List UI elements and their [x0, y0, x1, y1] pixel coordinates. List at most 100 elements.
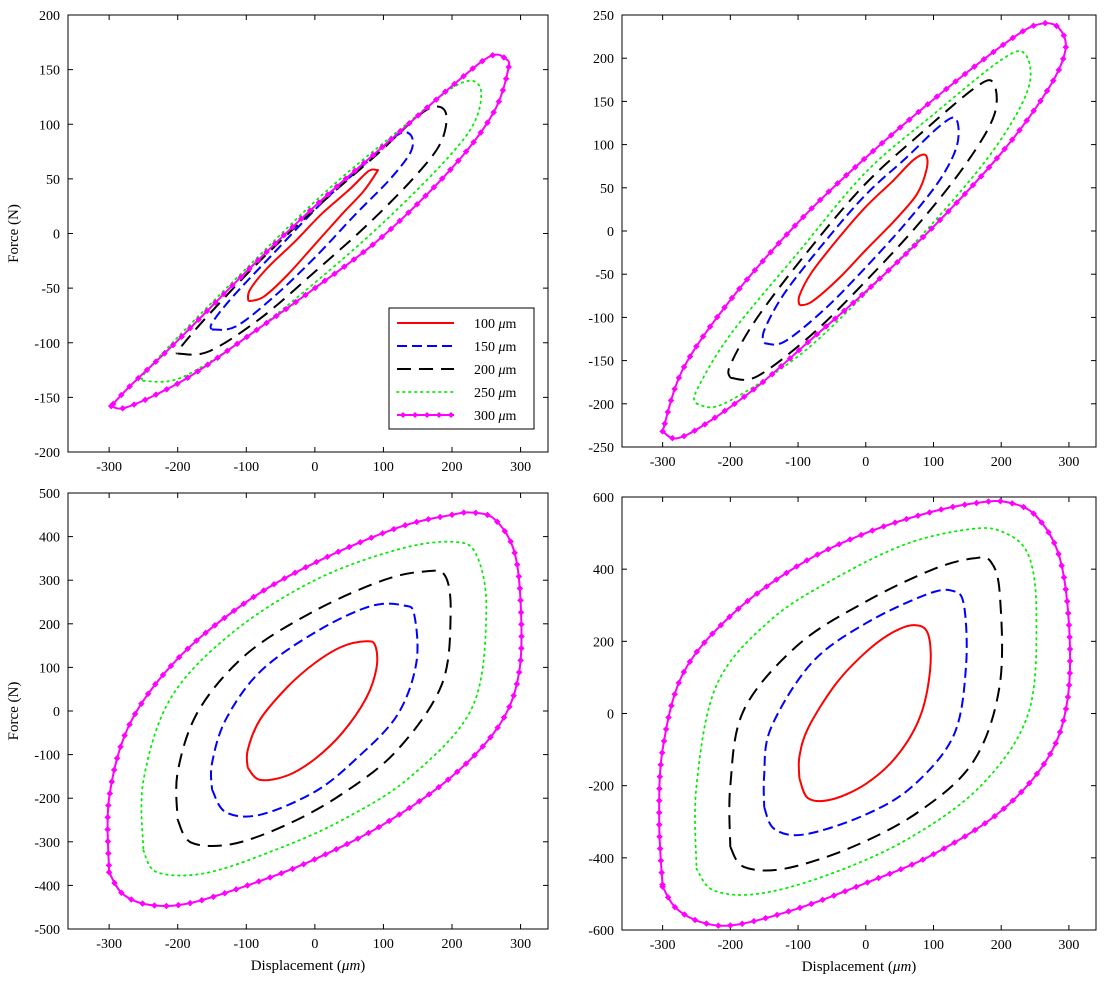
series-marker-300: [263, 248, 270, 256]
series-marker-300: [345, 543, 353, 551]
series-marker-300: [360, 248, 367, 256]
series-marker-300: [405, 209, 412, 216]
series-marker-300: [292, 298, 300, 306]
series-marker-300: [1019, 27, 1027, 35]
series-marker-300: [655, 821, 663, 829]
series-marker-300: [1025, 779, 1033, 787]
series-marker-300: [289, 865, 296, 873]
y-tick-label: 100: [39, 661, 60, 676]
y-tick-label: 0: [53, 705, 60, 720]
series-marker-300: [891, 519, 899, 527]
series-marker-300: [131, 710, 139, 718]
series-marker-300: [919, 233, 927, 241]
y-tick-label: -50: [595, 268, 614, 283]
series-marker-300: [105, 850, 112, 857]
series-marker-300: [144, 690, 152, 698]
series-marker-300: [803, 557, 811, 564]
y-tick-label: 150: [39, 64, 60, 79]
legend-marker: [424, 412, 430, 418]
series-marker-300: [816, 196, 824, 204]
series-marker-300: [291, 569, 299, 577]
series-marker-300: [659, 428, 666, 435]
series-marker-300: [451, 80, 458, 88]
series-marker-300: [985, 498, 992, 505]
y-tick-label: 400: [593, 563, 614, 578]
series-marker-300: [675, 374, 683, 382]
series-marker-300: [130, 401, 138, 408]
series-marker-300: [469, 65, 477, 72]
series-marker-300: [1055, 66, 1063, 74]
y-tick-label: -500: [34, 923, 60, 938]
series-marker-300: [240, 600, 248, 608]
series-marker-300: [472, 509, 480, 517]
series-marker-300: [430, 183, 438, 191]
x-tick-label: 100: [373, 937, 394, 952]
series-marker-300: [167, 662, 175, 670]
y-tick-label: -400: [588, 852, 614, 867]
y-tick-label: 100: [39, 118, 60, 133]
series-marker-300: [436, 513, 444, 521]
series-marker-300: [902, 250, 910, 258]
y-tick-label: -600: [588, 924, 614, 939]
series-marker-300: [793, 563, 800, 570]
series-marker-300: [830, 892, 838, 899]
x-tick-label: -300: [96, 460, 122, 475]
series-marker-300: [406, 804, 413, 812]
series-marker-300: [949, 503, 957, 511]
series-marker-300: [664, 408, 672, 416]
series-marker-300: [721, 304, 728, 311]
series-marker-300: [993, 154, 1001, 162]
y-tick-label: -200: [34, 446, 60, 461]
series-marker-300: [385, 817, 393, 825]
series-marker-300: [517, 645, 525, 652]
series-marker-300: [422, 192, 429, 200]
series-marker-300: [263, 319, 270, 327]
series-marker-300: [709, 630, 716, 638]
series-marker-300: [876, 275, 884, 282]
series-marker-300: [657, 857, 665, 864]
series-marker-300: [681, 911, 688, 918]
series-marker-300: [744, 597, 751, 605]
series-marker-300: [368, 534, 375, 542]
series-marker-300: [396, 127, 404, 135]
series-line-200: [175, 569, 452, 847]
legend-marker: [448, 412, 454, 418]
series-marker-300: [926, 509, 933, 516]
series-marker-300: [945, 208, 952, 215]
series-marker-300: [454, 157, 462, 165]
series-marker-300: [980, 55, 988, 63]
series-marker-300: [887, 131, 895, 139]
series-marker-300: [840, 307, 848, 315]
series-line-100: [246, 168, 379, 303]
legend-box: [388, 307, 535, 430]
series-marker-300: [253, 326, 261, 334]
series-marker-300: [903, 515, 910, 523]
series-marker-300: [106, 790, 114, 797]
series-marker-300: [313, 558, 320, 566]
series-marker-300: [656, 845, 664, 853]
series-marker-300: [971, 826, 979, 834]
series-marker-300: [933, 93, 941, 100]
series-line-150: [209, 602, 419, 818]
series-marker-300: [999, 41, 1007, 49]
series-marker-300: [272, 312, 280, 320]
series-marker-300: [518, 621, 525, 628]
series-marker-300: [1062, 585, 1070, 593]
series-marker-300: [460, 72, 467, 80]
series-marker-300: [282, 305, 290, 313]
series-marker-300: [759, 378, 767, 386]
x-tick-label: 300: [1058, 455, 1079, 470]
series-marker-300: [671, 385, 679, 393]
series-marker-300: [693, 343, 700, 350]
series-marker-300: [414, 112, 422, 119]
y-tick-label: 200: [39, 9, 60, 24]
series-marker-300: [851, 163, 859, 171]
series-marker-300: [423, 104, 431, 111]
series-marker-300: [875, 874, 882, 882]
axes-frame: [621, 14, 1097, 448]
series-marker-300: [390, 525, 398, 533]
series-marker-300: [212, 299, 219, 306]
series-marker-300: [1016, 126, 1023, 134]
x-tick-label: -100: [233, 460, 259, 475]
series-marker-300: [478, 57, 486, 65]
